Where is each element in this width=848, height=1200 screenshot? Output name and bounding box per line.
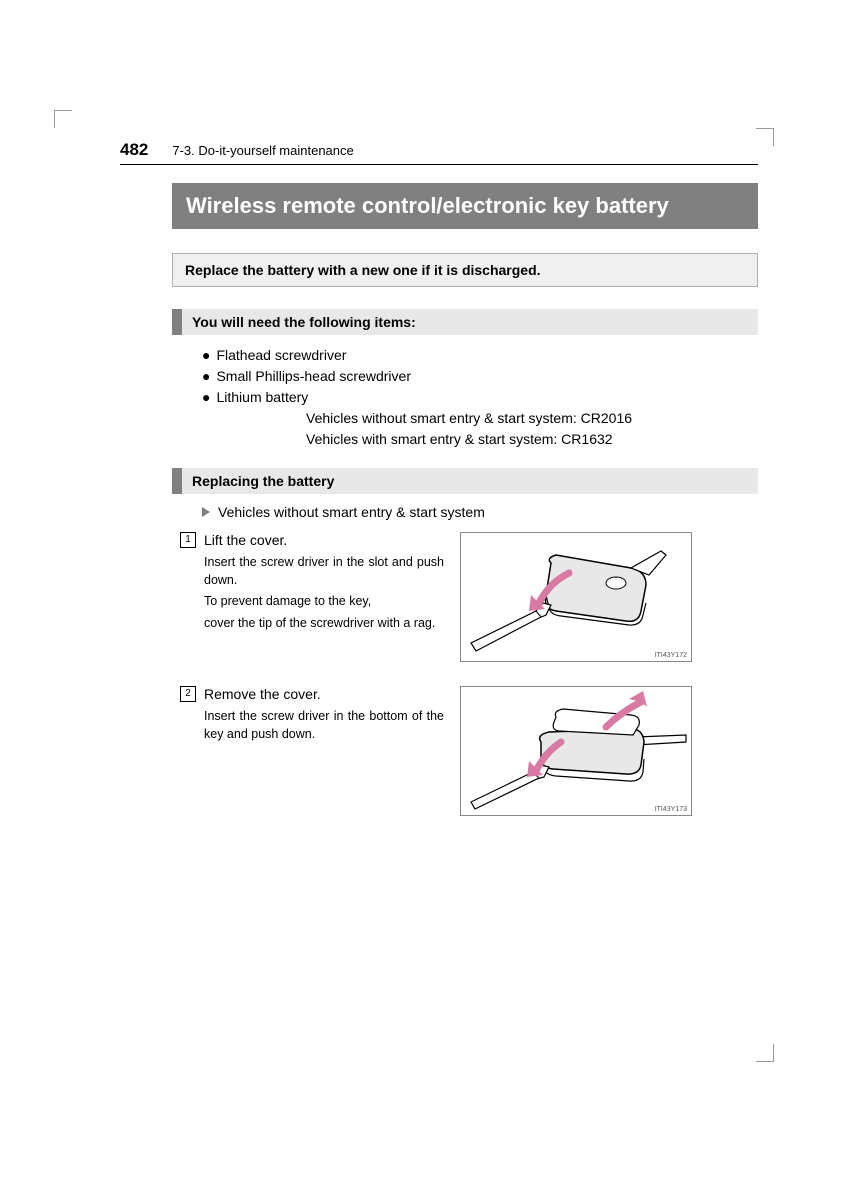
section-reference: 7-3. Do-it-yourself maintenance	[172, 143, 353, 158]
figure-id: ITI43Y173	[655, 806, 687, 813]
page-content: 482 7-3. Do-it-yourself maintenance Wire…	[0, 0, 848, 816]
step-body-line: To prevent damage to the key,	[204, 593, 444, 611]
list-item: ● Lithium battery	[202, 387, 758, 408]
step-row: 2 Remove the cover. Insert the screw dri…	[180, 686, 758, 816]
list-item-text: Lithium battery	[216, 387, 308, 408]
crop-mark	[756, 128, 774, 146]
step-text: 1 Lift the cover. Insert the screw drive…	[180, 532, 460, 662]
bullet-icon: ●	[202, 387, 210, 408]
crop-mark	[54, 110, 72, 128]
heading-accent	[172, 468, 182, 494]
bullet-icon: ●	[202, 366, 210, 387]
items-list: ● Flathead screwdriver ● Small Phillips-…	[202, 345, 758, 450]
step-body-line: Insert the screw driver in the slot and …	[204, 554, 444, 589]
heading-text: You will need the following items:	[182, 309, 426, 335]
step-row: 1 Lift the cover. Insert the screw drive…	[180, 532, 758, 662]
step-title: Remove the cover.	[204, 686, 321, 702]
list-item: ● Small Phillips-head screwdriver	[202, 366, 758, 387]
page-header: 482 7-3. Do-it-yourself maintenance	[120, 140, 758, 165]
step-text: 2 Remove the cover. Insert the screw dri…	[180, 686, 460, 816]
list-item-text: Small Phillips-head screwdriver	[216, 366, 411, 387]
items-heading: You will need the following items:	[172, 309, 758, 335]
triangle-icon	[202, 507, 210, 517]
list-subitem: Vehicles with smart entry & start system…	[306, 429, 758, 450]
key-illustration-2	[461, 687, 693, 817]
key-illustration-1	[461, 533, 693, 663]
bullet-icon: ●	[202, 345, 210, 366]
page-title: Wireless remote control/electronic key b…	[172, 183, 758, 229]
figure-id: ITI43Y172	[655, 652, 687, 659]
step-body-line: Insert the screw driver in the bottom of…	[204, 708, 444, 743]
subsection-label: Vehicles without smart entry & start sys…	[202, 504, 758, 520]
intro-callout: Replace the battery with a new one if it…	[172, 253, 758, 287]
list-item: ● Flathead screwdriver	[202, 345, 758, 366]
step-number: 2	[180, 686, 196, 702]
crop-mark	[756, 1044, 774, 1062]
list-item-text: Flathead screwdriver	[216, 345, 346, 366]
replace-heading: Replacing the battery	[172, 468, 758, 494]
figure-step-1: ITI43Y172	[460, 532, 692, 662]
figure-step-2: ITI43Y173	[460, 686, 692, 816]
heading-accent	[172, 309, 182, 335]
step-title: Lift the cover.	[204, 532, 287, 548]
list-subitem: Vehicles without smart entry & start sys…	[306, 408, 758, 429]
subsection-text: Vehicles without smart entry & start sys…	[218, 504, 485, 520]
step-number: 1	[180, 532, 196, 548]
step-body-line: cover the tip of the screwdriver with a …	[204, 615, 444, 633]
heading-text: Replacing the battery	[182, 468, 344, 494]
page-number: 482	[120, 140, 148, 160]
